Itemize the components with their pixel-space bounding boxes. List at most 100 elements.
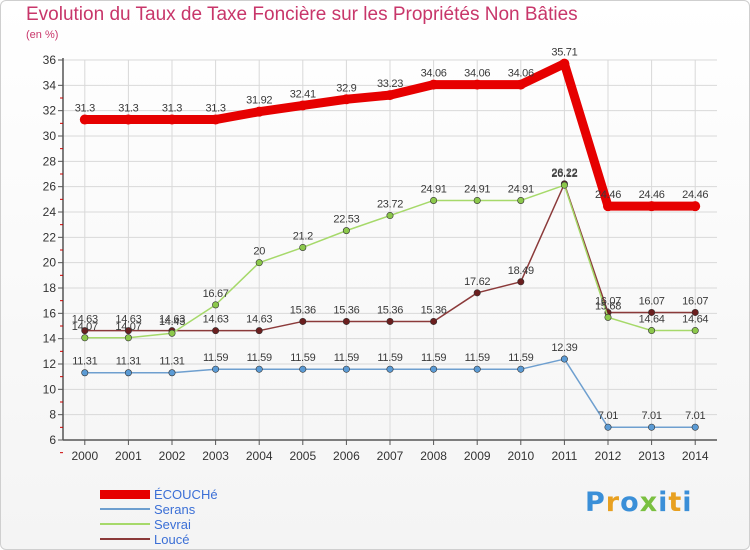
x-tick-label: 2000 bbox=[71, 449, 98, 463]
y-axis-unit: (en %) bbox=[26, 29, 59, 41]
data-point bbox=[559, 58, 570, 69]
data-point bbox=[341, 94, 352, 105]
x-tick-label: 2014 bbox=[682, 449, 709, 463]
logo-letter: t bbox=[668, 487, 683, 518]
data-label: 34.06 bbox=[508, 68, 534, 80]
data-point bbox=[430, 365, 438, 373]
data-label: 11.59 bbox=[421, 352, 446, 364]
legend-label: Sevrai bbox=[154, 517, 191, 532]
y-tick-label: 10 bbox=[43, 382, 57, 396]
data-point bbox=[428, 79, 439, 90]
logo-letter: i bbox=[682, 487, 693, 518]
data-label: 24.46 bbox=[682, 189, 708, 201]
data-label: 24.91 bbox=[464, 183, 490, 195]
data-label: 16.07 bbox=[639, 295, 665, 307]
data-label: 11.31 bbox=[72, 356, 97, 368]
data-label: 34.06 bbox=[464, 68, 490, 80]
data-label: 7.01 bbox=[598, 410, 618, 422]
data-point bbox=[342, 365, 350, 373]
data-point bbox=[517, 278, 525, 286]
data-point bbox=[212, 365, 220, 373]
data-point bbox=[604, 423, 612, 431]
legend-label: ÉCOUCHé bbox=[154, 487, 218, 502]
data-label: 32.9 bbox=[336, 82, 356, 94]
logo-letter: x bbox=[639, 487, 659, 518]
y-tick-label: 18 bbox=[43, 281, 57, 295]
data-point bbox=[254, 106, 265, 117]
data-point bbox=[342, 317, 350, 325]
data-point bbox=[690, 201, 701, 212]
data-label: 14.43 bbox=[159, 316, 185, 328]
data-point bbox=[386, 365, 394, 373]
data-point bbox=[81, 334, 89, 342]
data-label: 33.23 bbox=[377, 78, 403, 90]
data-point bbox=[515, 79, 526, 90]
data-point bbox=[473, 289, 481, 297]
x-tick-label: 2008 bbox=[420, 449, 447, 463]
data-label: 31.3 bbox=[75, 103, 95, 115]
data-point bbox=[124, 369, 132, 377]
data-point bbox=[212, 327, 220, 335]
logo-letter: P bbox=[585, 487, 606, 518]
y-tick-label: 22 bbox=[43, 230, 57, 244]
y-tick-label: 26 bbox=[43, 180, 57, 194]
data-label: 16.07 bbox=[595, 295, 621, 307]
data-point bbox=[167, 114, 177, 125]
y-tick-label: 8 bbox=[49, 408, 56, 422]
x-tick-label: 2003 bbox=[202, 449, 229, 463]
data-label: 11.59 bbox=[465, 352, 490, 364]
legend-item: Loucé bbox=[100, 532, 260, 547]
data-point bbox=[81, 369, 89, 377]
y-tick-label: 28 bbox=[43, 154, 57, 168]
data-label: 16.07 bbox=[682, 295, 708, 307]
data-label: 24.91 bbox=[508, 183, 534, 195]
data-point bbox=[517, 365, 525, 373]
logo-letter: i bbox=[658, 487, 669, 518]
data-label: 14.07 bbox=[115, 321, 141, 333]
data-point bbox=[297, 100, 308, 111]
data-point bbox=[210, 114, 221, 125]
y-tick-label: 6 bbox=[49, 433, 56, 447]
y-tick-label: 16 bbox=[43, 306, 57, 320]
x-tick-label: 2002 bbox=[159, 449, 186, 463]
proxiti-logo: Proxiti bbox=[585, 487, 693, 518]
data-point bbox=[81, 327, 89, 335]
legend-label: Loucé bbox=[154, 532, 190, 547]
legend-item: Serans bbox=[100, 502, 260, 517]
logo-letter: r bbox=[605, 487, 621, 518]
legend-item: ÉCOUCHé bbox=[100, 487, 260, 502]
data-label: 31.3 bbox=[162, 103, 182, 115]
data-label: 26.22 bbox=[551, 167, 577, 179]
data-label: 15.36 bbox=[377, 304, 403, 316]
data-point bbox=[124, 327, 132, 335]
data-point bbox=[517, 196, 525, 204]
data-label: 14.07 bbox=[72, 321, 98, 333]
x-tick-label: 2011 bbox=[551, 449, 577, 463]
data-point bbox=[604, 313, 612, 321]
data-point bbox=[472, 79, 483, 90]
data-label: 17.62 bbox=[464, 276, 490, 288]
data-label: 21.2 bbox=[293, 230, 313, 242]
data-point bbox=[473, 365, 481, 373]
data-label: 31.3 bbox=[205, 103, 225, 115]
data-label: 16.67 bbox=[203, 288, 229, 300]
data-label: 11.59 bbox=[290, 352, 315, 364]
legend-swatch bbox=[100, 508, 150, 510]
legend: ÉCOUCHé Serans Sevrai Loucé bbox=[100, 487, 260, 547]
data-point bbox=[560, 181, 568, 189]
y-tick-label: 12 bbox=[43, 357, 57, 371]
data-label: 14.63 bbox=[72, 314, 98, 326]
x-tick-label: 2005 bbox=[289, 449, 316, 463]
data-label: 23.72 bbox=[377, 199, 403, 211]
data-point bbox=[560, 355, 568, 363]
data-point bbox=[299, 243, 307, 251]
data-point bbox=[430, 196, 438, 204]
data-point bbox=[691, 327, 699, 335]
data-label: 11.31 bbox=[116, 356, 141, 368]
chart-title: Evolution du Taux de Taxe Foncière sur l… bbox=[26, 4, 578, 25]
data-label: 18.49 bbox=[508, 265, 534, 277]
data-label: 31.92 bbox=[246, 95, 272, 107]
data-label: 14.63 bbox=[159, 314, 185, 326]
x-tick-label: 2004 bbox=[246, 449, 273, 463]
y-tick-label: 24 bbox=[43, 205, 57, 219]
